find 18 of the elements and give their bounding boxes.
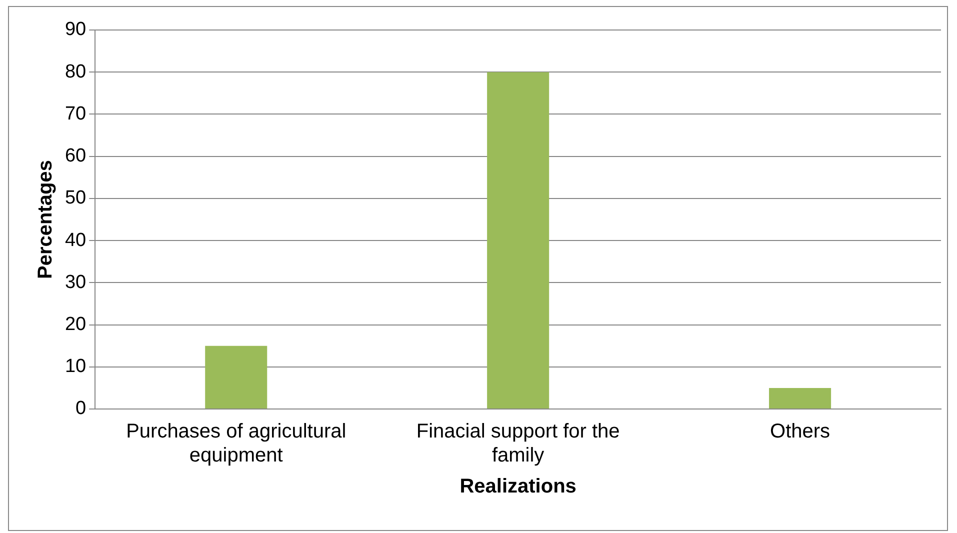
x-tick-label: Finacial support for the family: [416, 420, 620, 467]
y-tick-label: 10: [64, 356, 86, 378]
x-tick-label: Others: [770, 420, 830, 443]
y-tick-label: 30: [64, 272, 86, 293]
y-tick-label: 70: [64, 103, 86, 124]
x-axis-title: Realizations: [460, 476, 576, 498]
bar: [487, 72, 550, 408]
y-tick-label: 20: [64, 314, 86, 336]
y-tick-label: 40: [64, 230, 86, 251]
y-tick-label: 80: [64, 61, 86, 82]
y-axis-title: Percentages: [34, 160, 57, 279]
bar: [205, 346, 268, 408]
y-tick-label: 90: [64, 19, 86, 40]
y-tick-label: 0: [76, 398, 86, 420]
y-tick-label: 50: [64, 188, 86, 209]
bar: [769, 388, 832, 408]
x-tick-label: Purchases of agricultural equipment: [126, 420, 346, 467]
y-tick-label: 60: [64, 146, 86, 167]
